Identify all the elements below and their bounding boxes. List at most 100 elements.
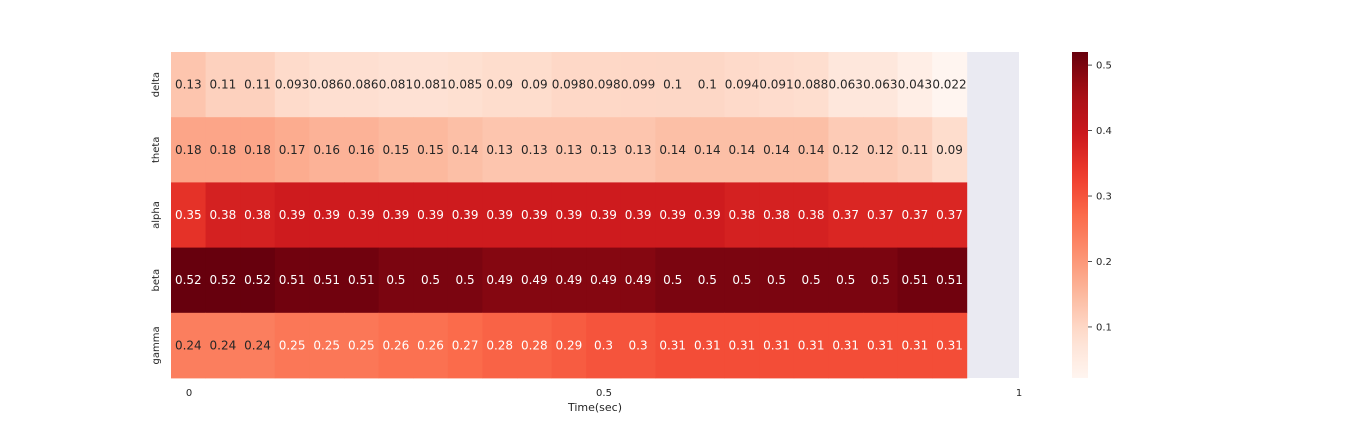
cell-value-label: 0.14 bbox=[798, 143, 825, 157]
cell-value-label: 0.29 bbox=[556, 338, 583, 352]
cell-value-label: 0.49 bbox=[625, 273, 652, 287]
heatmap-cell bbox=[482, 182, 518, 248]
heatmap-cell bbox=[378, 247, 414, 314]
cell-value-label: 0.52 bbox=[244, 273, 271, 287]
heatmap-cell bbox=[517, 52, 552, 118]
heatmap-cell bbox=[655, 117, 691, 183]
heatmap-cell bbox=[828, 312, 864, 379]
colorbar-tick-label: 0.2 bbox=[1096, 257, 1112, 268]
cell-value-label: 0.5 bbox=[732, 273, 751, 287]
heatmap-cell bbox=[586, 117, 622, 183]
cell-value-label: 0.39 bbox=[521, 208, 548, 222]
cell-value-label: 0.14 bbox=[659, 143, 686, 157]
cell-value-label: 0.13 bbox=[521, 143, 548, 157]
cell-value-label: 0.5 bbox=[698, 273, 717, 287]
cell-value-label: 0.063 bbox=[863, 78, 897, 92]
row-label-theta: theta bbox=[151, 137, 162, 163]
cell-value-label: 0.15 bbox=[383, 143, 410, 157]
cell-value-label: 0.51 bbox=[279, 273, 306, 287]
cell-value-label: 0.39 bbox=[556, 208, 583, 222]
heatmap-cell bbox=[171, 247, 206, 314]
cell-value-label: 0.38 bbox=[244, 208, 271, 222]
cell-value-label: 0.31 bbox=[902, 338, 929, 352]
x-tick-label: 0 bbox=[186, 388, 192, 399]
heatmap-cell bbox=[897, 247, 933, 314]
heatmap-cell bbox=[828, 52, 864, 118]
heatmap-cell bbox=[413, 312, 449, 379]
cell-value-label: 0.38 bbox=[210, 208, 237, 222]
colorbar bbox=[1072, 52, 1088, 378]
x-tick-label: 0.5 bbox=[596, 388, 612, 399]
heatmap-cell bbox=[482, 52, 518, 118]
cell-value-label: 0.5 bbox=[871, 273, 890, 287]
heatmap-cell bbox=[724, 312, 760, 379]
x-tick-label: 1 bbox=[1016, 388, 1022, 399]
heatmap-cell bbox=[309, 247, 345, 314]
cell-value-label: 0.09 bbox=[486, 78, 513, 92]
cell-value-label: 0.49 bbox=[486, 273, 513, 287]
heatmap-cell bbox=[240, 117, 276, 183]
cell-value-label: 0.27 bbox=[452, 338, 479, 352]
heatmap-cell bbox=[828, 247, 864, 314]
cell-value-label: 0.39 bbox=[659, 208, 686, 222]
cell-value-label: 0.28 bbox=[521, 338, 548, 352]
cell-value-label: 0.086 bbox=[344, 78, 378, 92]
heatmap-cell bbox=[586, 247, 622, 314]
cell-value-label: 0.085 bbox=[448, 78, 482, 92]
heatmap-cell bbox=[309, 182, 345, 248]
heatmap-cell bbox=[240, 52, 276, 118]
heatmap-cell bbox=[690, 52, 725, 118]
cell-value-label: 0.13 bbox=[175, 78, 202, 92]
cell-value-label: 0.31 bbox=[729, 338, 756, 352]
heatmap-cell bbox=[447, 182, 483, 248]
heatmap-cell bbox=[171, 117, 206, 183]
cell-value-label: 0.16 bbox=[313, 143, 340, 157]
heatmap-cell bbox=[205, 247, 241, 314]
cell-value-label: 0.31 bbox=[936, 338, 963, 352]
heatmap-cell bbox=[863, 117, 898, 183]
cell-value-label: 0.31 bbox=[763, 338, 790, 352]
cell-value-label: 0.37 bbox=[936, 208, 963, 222]
cell-value-label: 0.12 bbox=[867, 143, 894, 157]
cell-value-label: 0.39 bbox=[694, 208, 721, 222]
cell-value-label: 0.51 bbox=[902, 273, 929, 287]
cell-value-label: 0.5 bbox=[386, 273, 405, 287]
row-label-beta: beta bbox=[151, 269, 162, 292]
cell-value-label: 0.5 bbox=[421, 273, 440, 287]
cell-value-label: 0.39 bbox=[625, 208, 652, 222]
heatmap-cell bbox=[620, 117, 656, 183]
heatmap-cell bbox=[205, 182, 241, 248]
cell-value-label: 0.09 bbox=[936, 143, 963, 157]
heatmap-cell bbox=[447, 117, 483, 183]
heatmap-cell bbox=[724, 182, 760, 248]
heatmap-cell bbox=[413, 182, 449, 248]
heatmap-cell bbox=[932, 247, 968, 314]
heatmap-cell bbox=[171, 52, 206, 118]
heatmap-cell bbox=[447, 312, 483, 379]
cell-value-label: 0.11 bbox=[210, 78, 237, 92]
cell-value-label: 0.31 bbox=[832, 338, 859, 352]
heatmap-cell bbox=[447, 52, 483, 118]
heatmap-cell bbox=[551, 182, 587, 248]
heatmap-cell bbox=[828, 117, 864, 183]
cell-value-label: 0.099 bbox=[621, 78, 655, 92]
heatmap-cell bbox=[447, 247, 483, 314]
heatmap-cell bbox=[759, 182, 795, 248]
colorbar-tick-label: 0.5 bbox=[1096, 61, 1112, 72]
heatmap-cell bbox=[586, 312, 622, 379]
cell-value-label: 0.16 bbox=[348, 143, 375, 157]
heatmap-cell bbox=[205, 117, 241, 183]
cell-value-label: 0.13 bbox=[486, 143, 513, 157]
heatmap-cell bbox=[517, 182, 552, 248]
heatmap-cell bbox=[655, 182, 691, 248]
heatmap-cell bbox=[759, 52, 795, 118]
colorbar-tick-label: 0.3 bbox=[1096, 192, 1112, 203]
cell-value-label: 0.12 bbox=[832, 143, 859, 157]
heatmap-cell bbox=[793, 182, 829, 248]
cell-value-label: 0.5 bbox=[836, 273, 855, 287]
cell-value-label: 0.39 bbox=[348, 208, 375, 222]
cell-value-label: 0.3 bbox=[594, 338, 613, 352]
heatmap-cell bbox=[344, 52, 379, 118]
heatmap-cell bbox=[655, 247, 691, 314]
